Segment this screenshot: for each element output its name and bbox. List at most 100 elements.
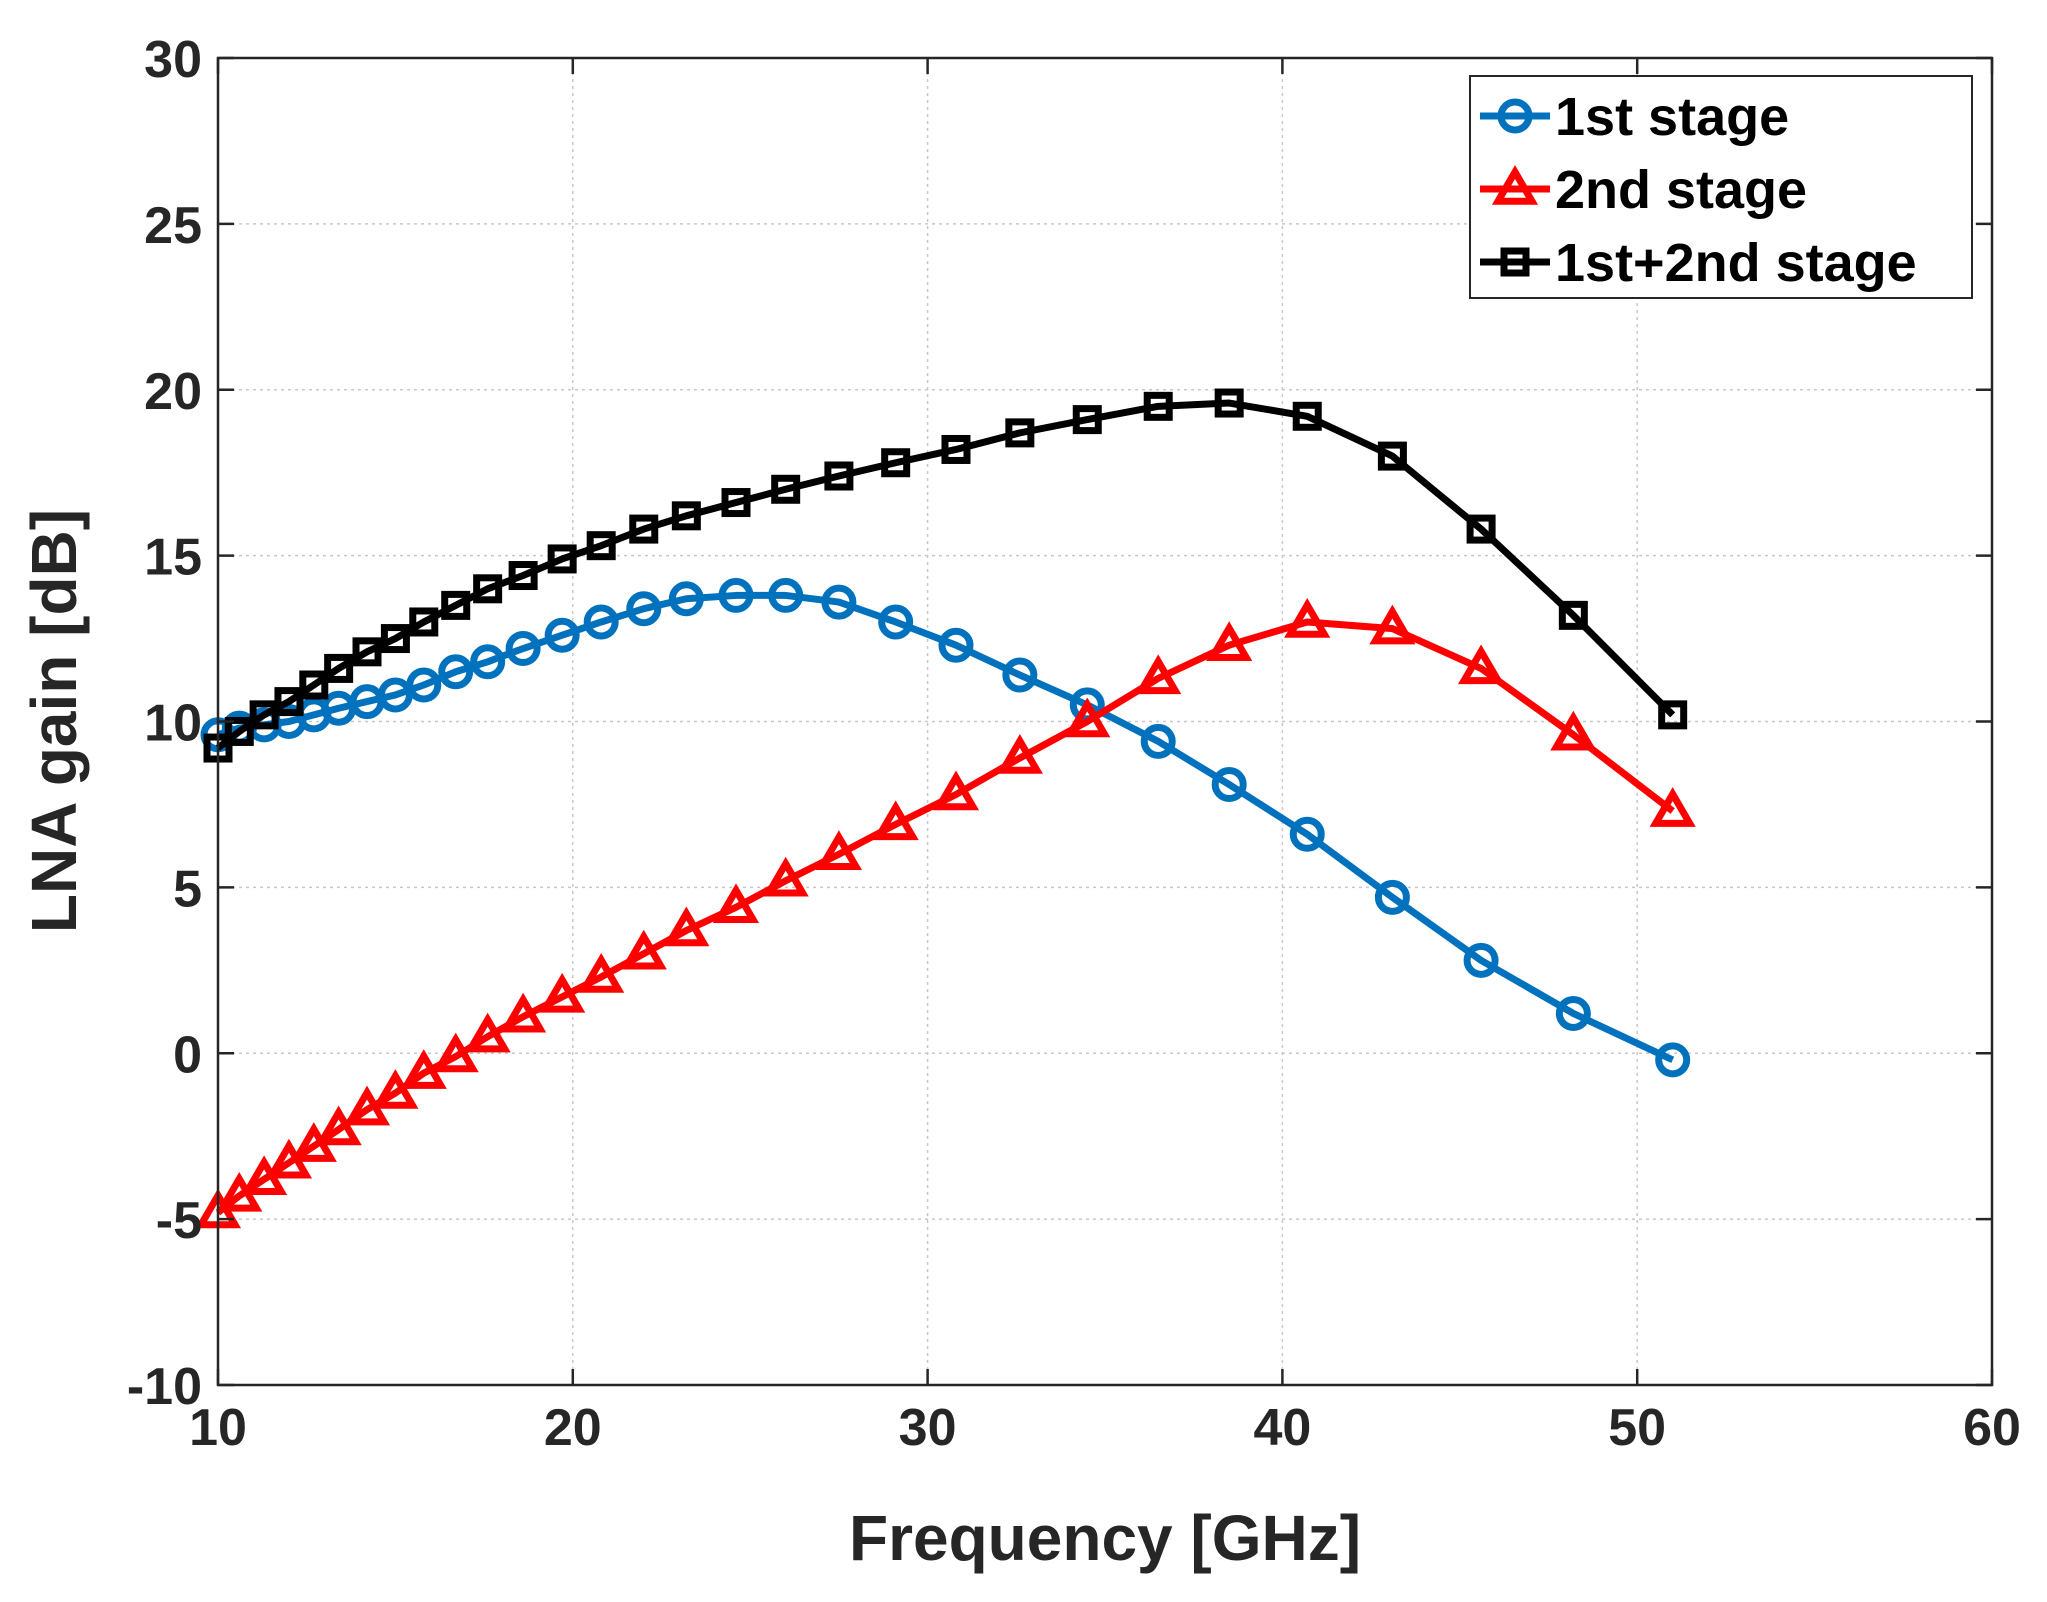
data-point xyxy=(768,577,804,613)
data-point xyxy=(1072,405,1102,435)
data-point xyxy=(1369,604,1416,645)
data-point xyxy=(1658,700,1688,730)
y-tick-label: -10 xyxy=(127,1358,202,1416)
data-point xyxy=(1206,621,1253,661)
data-point xyxy=(409,607,439,637)
data-point xyxy=(583,604,619,640)
data-point xyxy=(1555,995,1591,1031)
data-point xyxy=(1374,879,1410,915)
data-point xyxy=(629,514,659,544)
data-point xyxy=(881,448,911,478)
legend-box xyxy=(1469,75,1973,299)
data-point xyxy=(400,1049,447,1089)
data-point xyxy=(1458,644,1505,685)
data-point xyxy=(671,501,701,531)
x-tick-label: 40 xyxy=(1253,1399,1311,1457)
x-tick-label: 10 xyxy=(189,1399,247,1457)
data-point xyxy=(1649,787,1696,827)
x-tick-label: 60 xyxy=(1963,1399,2021,1457)
legend-label: 1st+2nd stage xyxy=(1555,233,1917,293)
data-point xyxy=(718,577,754,613)
y-tick-label: 10 xyxy=(144,695,202,753)
legend-item: 1st+2nd stage xyxy=(1480,233,1917,293)
series-layer xyxy=(194,388,1696,1229)
data-point xyxy=(372,1069,419,1109)
data-point xyxy=(544,617,580,653)
data-point xyxy=(1550,710,1597,751)
data-point xyxy=(578,952,625,993)
data-point xyxy=(1292,401,1322,431)
data-point xyxy=(1284,598,1331,638)
data-point xyxy=(1289,816,1325,852)
data-point xyxy=(432,1032,479,1073)
series-line xyxy=(215,618,1675,1216)
data-point xyxy=(441,590,471,620)
y-tick-label: 15 xyxy=(144,529,202,587)
data-point xyxy=(932,770,980,811)
data-point xyxy=(464,1012,511,1053)
data-point xyxy=(1135,654,1182,695)
data-point xyxy=(771,474,801,504)
data-point xyxy=(1005,418,1035,448)
data-point xyxy=(470,644,506,680)
y-tick-label: 0 xyxy=(173,1026,202,1084)
x-tick-label: 50 xyxy=(1608,1399,1666,1457)
legend-item: 1st stage xyxy=(1480,87,1789,147)
data-point xyxy=(586,531,616,561)
data-point xyxy=(1064,697,1111,738)
data-point xyxy=(380,624,410,654)
series-3 xyxy=(203,388,1688,763)
data-point xyxy=(274,687,304,717)
series-2 xyxy=(194,598,1696,1229)
data-point xyxy=(438,654,474,690)
data-point xyxy=(1143,391,1173,421)
y-tick-label: 30 xyxy=(144,31,202,89)
data-point xyxy=(1140,723,1176,759)
data-point xyxy=(1214,388,1244,418)
legend-label: 1st stage xyxy=(1555,87,1789,147)
data-point xyxy=(473,574,503,604)
data-point xyxy=(1558,600,1588,630)
data-point xyxy=(1002,657,1038,693)
data-point xyxy=(668,581,704,617)
legend-marker xyxy=(1497,98,1533,134)
data-point xyxy=(1463,942,1499,978)
data-point xyxy=(762,856,809,897)
x-tick-label: 30 xyxy=(899,1399,957,1457)
data-point xyxy=(547,544,577,574)
data-point xyxy=(938,627,974,663)
y-tick-label: 20 xyxy=(144,363,202,421)
grid xyxy=(218,58,1992,1385)
x-tick-label: 20 xyxy=(544,1399,602,1457)
data-point xyxy=(996,734,1043,774)
axis-ticks: 10 20 30 40 50 60 -10 -5 0 5 10 15 20 25 30 xyxy=(127,31,2021,1457)
legend-item: 2nd stage xyxy=(1480,160,1807,220)
data-point xyxy=(941,434,971,464)
data-point xyxy=(299,670,329,700)
data-point xyxy=(815,830,862,870)
data-point xyxy=(620,929,667,970)
legend-marker xyxy=(1491,165,1539,205)
data-point xyxy=(821,584,857,620)
data-point xyxy=(1466,514,1496,544)
y-axis-title: LNA gain [dB] xyxy=(18,509,90,933)
data-point xyxy=(721,488,751,518)
data-point xyxy=(824,461,854,491)
data-point xyxy=(872,800,919,841)
y-tick-label: -5 xyxy=(156,1192,202,1250)
data-point xyxy=(1211,767,1247,803)
data-point xyxy=(712,883,760,924)
data-point xyxy=(626,591,662,627)
data-point xyxy=(406,667,442,703)
data-point xyxy=(324,653,354,683)
legend-label: 2nd stage xyxy=(1555,160,1807,220)
y-tick-label: 5 xyxy=(173,860,202,918)
data-point xyxy=(663,906,710,947)
legend-marker xyxy=(1500,247,1530,277)
data-point xyxy=(224,716,254,746)
data-point xyxy=(1655,1042,1691,1078)
data-point xyxy=(315,1105,362,1146)
data-point xyxy=(352,637,382,667)
data-point xyxy=(878,604,914,640)
